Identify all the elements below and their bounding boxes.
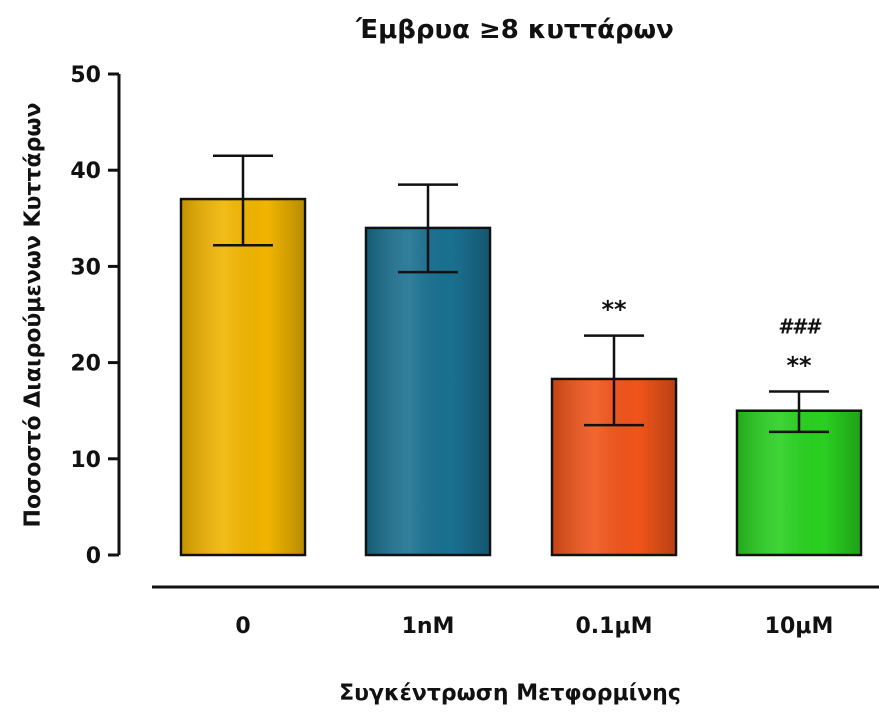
significance-hash-label: ###	[778, 314, 822, 338]
x-tick-label: 10μM	[765, 614, 834, 639]
y-axis-title: Ποσοστό Διαιρούμενων Κυττάρων	[21, 103, 46, 528]
bars	[179, 197, 863, 557]
significance-star-label: **	[786, 351, 812, 379]
x-tick-label: 0	[235, 614, 250, 639]
y-tick-label: 20	[70, 352, 101, 377]
y-tick-label: 0	[86, 544, 101, 569]
bar-shading	[738, 412, 860, 554]
y-ticks: 0 10 20 30 40 50	[70, 63, 119, 569]
chart-title: Έμβρυα ≥8 κυττάρων	[355, 15, 674, 45]
significance-star-label: **	[601, 296, 627, 324]
error-bars	[213, 154, 829, 434]
x-axis-title: Συγκέντρωση Μετφορμίνης	[339, 681, 681, 706]
y-tick-label: 50	[70, 63, 101, 88]
x-tick-labels: 0 1nM 0.1μM 10μM	[235, 614, 833, 639]
y-tick-label: 40	[70, 159, 101, 184]
bar-shading	[367, 229, 489, 554]
y-tick-label: 30	[70, 255, 101, 280]
y-tick-label: 10	[70, 448, 101, 473]
annotations: ** ** ###	[601, 296, 822, 380]
x-tick-label: 0.1μM	[575, 614, 652, 639]
bar-shading	[182, 200, 304, 554]
x-tick-label: 1nM	[402, 614, 455, 639]
